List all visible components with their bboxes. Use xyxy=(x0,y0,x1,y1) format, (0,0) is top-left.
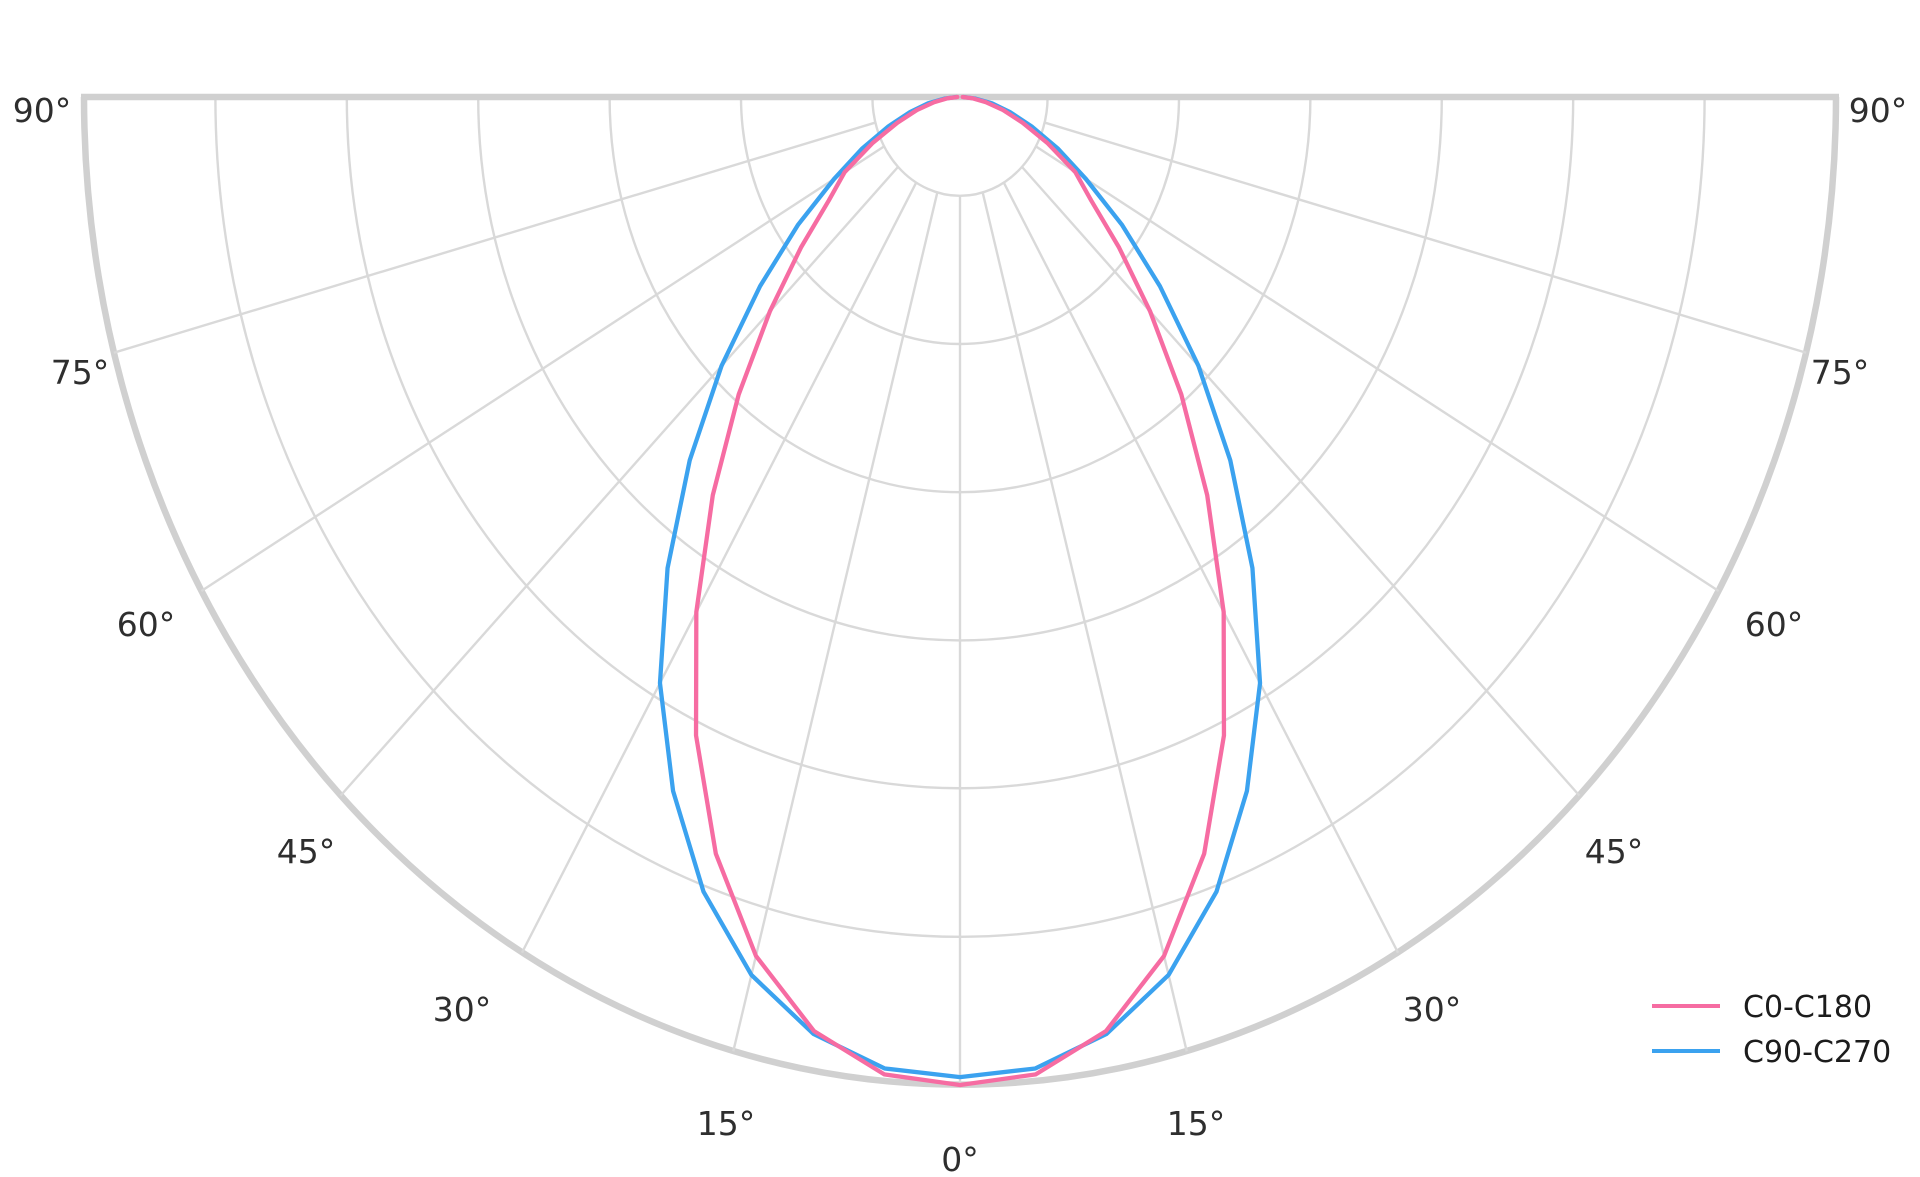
angle-tick-label: 90° xyxy=(13,91,72,130)
angle-tick-label: 75° xyxy=(51,353,110,392)
legend-label-c90-c270: C90-C270 xyxy=(1743,1035,1891,1070)
angle-tick-label: 30° xyxy=(433,990,492,1029)
grid-spoke xyxy=(339,166,899,797)
legend: C0-C180 C90-C270 xyxy=(1652,990,1891,1070)
grid-spoke xyxy=(732,192,939,1052)
angle-tick-label: 0° xyxy=(941,1140,979,1177)
angle-tick-label: 30° xyxy=(1403,990,1462,1029)
angle-tick-label: 60° xyxy=(117,605,176,644)
grid-spoke xyxy=(113,121,876,354)
grid-spoke xyxy=(1021,166,1581,797)
angle-tick-label: 45° xyxy=(277,832,336,871)
curve-c90-c270 xyxy=(657,94,1263,1080)
angle-tick-label: 75° xyxy=(1811,353,1870,392)
grid-spoke xyxy=(1002,182,1400,954)
grid-spoke xyxy=(520,182,918,954)
grid-spoke xyxy=(981,192,1188,1052)
angle-tick-label: 45° xyxy=(1585,832,1644,871)
angle-tick-label: 15° xyxy=(1167,1104,1226,1143)
angle-tick-label: 15° xyxy=(697,1104,756,1143)
grid-spoke xyxy=(1035,145,1720,593)
curve-c0-c180 xyxy=(693,94,1227,1088)
angle-tick-label: 90° xyxy=(1849,91,1908,130)
angle-tick-label: 60° xyxy=(1745,605,1804,644)
grid-spoke xyxy=(200,145,885,593)
grid-spoke xyxy=(1044,121,1807,354)
legend-label-c0-c180: C0-C180 xyxy=(1743,990,1872,1025)
grid-ring xyxy=(871,96,1049,197)
